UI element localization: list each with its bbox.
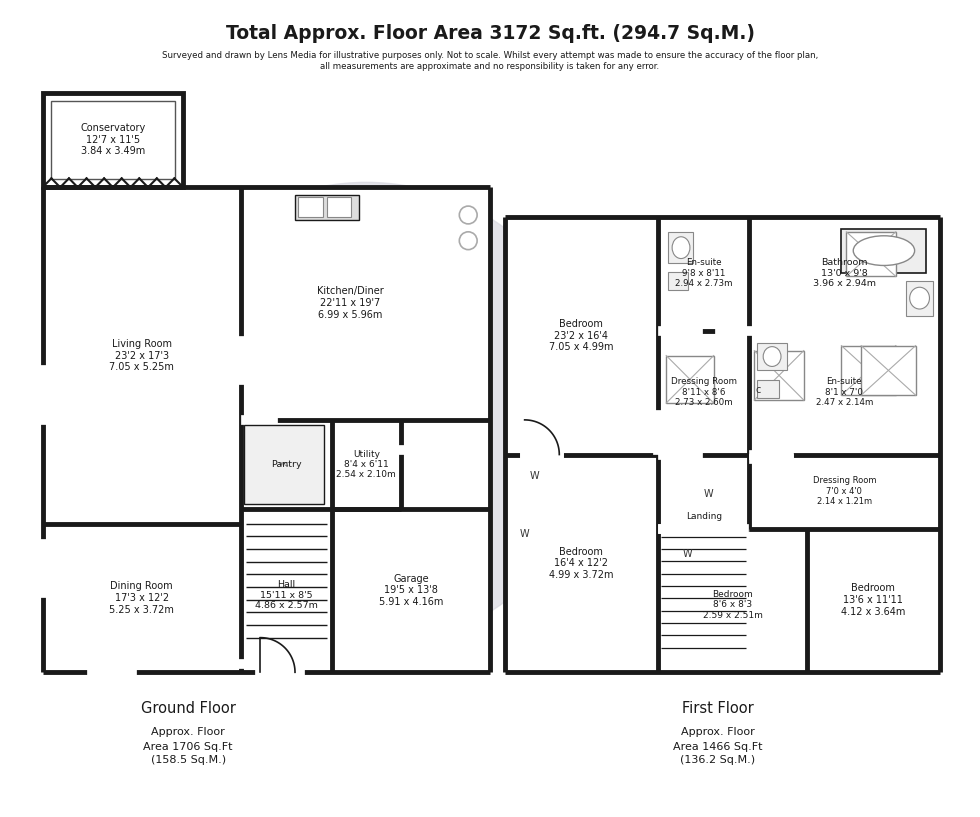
Text: (158.5 Sq.M.): (158.5 Sq.M.): [151, 756, 225, 766]
Text: Total Approx. Floor Area 3172 Sq.ft. (294.7 Sq.M.): Total Approx. Floor Area 3172 Sq.ft. (29…: [225, 25, 755, 43]
Bar: [295, 195, 360, 220]
Text: Dining Room
17'3 x 12'2
5.25 x 3.72m: Dining Room 17'3 x 12'2 5.25 x 3.72m: [109, 582, 174, 614]
Text: W: W: [704, 489, 713, 499]
Text: W: W: [530, 471, 539, 481]
Text: Pantry: Pantry: [270, 460, 302, 469]
Text: En-suite
9'8 x 8'11
2.94 x 2.73m: En-suite 9'8 x 8'11 2.94 x 2.73m: [675, 258, 732, 288]
Text: A: A: [292, 346, 411, 494]
Text: Approx. Floor: Approx. Floor: [151, 726, 225, 737]
Text: Dressing Room
8'11 x 8'6
2.73 x 2.60m: Dressing Room 8'11 x 8'6 2.73 x 2.60m: [670, 377, 737, 407]
Circle shape: [133, 182, 599, 648]
Ellipse shape: [763, 346, 781, 367]
Bar: [326, 197, 352, 217]
Ellipse shape: [854, 236, 914, 266]
Text: WC: WC: [278, 462, 289, 467]
Text: Conservatory
12'7 x 11'5
3.84 x 3.49m: Conservatory 12'7 x 11'5 3.84 x 3.49m: [80, 123, 145, 156]
Text: all measurements are approximate and no responsibility is taken for any error.: all measurements are approximate and no …: [320, 62, 660, 71]
Text: First Floor: First Floor: [682, 702, 754, 717]
Bar: [847, 232, 896, 276]
Text: Garage
19'5 x 13'8
5.91 x 4.16m: Garage 19'5 x 13'8 5.91 x 4.16m: [378, 574, 443, 607]
Bar: [42, 187, 240, 672]
Ellipse shape: [672, 237, 690, 258]
Bar: [666, 355, 713, 403]
Bar: [842, 346, 896, 395]
Ellipse shape: [909, 288, 929, 309]
Bar: [906, 281, 933, 316]
Bar: [861, 346, 915, 395]
Text: Area 1706 Sq.Ft: Area 1706 Sq.Ft: [143, 742, 233, 752]
Text: Living Room
23'2 x 17'3
7.05 x 5.25m: Living Room 23'2 x 17'3 7.05 x 5.25m: [109, 339, 174, 373]
Bar: [244, 425, 323, 504]
Text: Surveyed and drawn by Lens Media for illustrative purposes only. Not to scale. W: Surveyed and drawn by Lens Media for ill…: [162, 51, 818, 60]
Bar: [758, 380, 779, 398]
Bar: [51, 101, 175, 180]
Text: Bedroom
23'2 x 16'4
7.05 x 4.99m: Bedroom 23'2 x 16'4 7.05 x 4.99m: [549, 319, 613, 352]
Text: Bedroom
13'6 x 11'11
4.12 x 3.64m: Bedroom 13'6 x 11'11 4.12 x 3.64m: [841, 583, 906, 617]
Bar: [755, 350, 804, 400]
Bar: [240, 187, 490, 672]
Text: Area 1466 Sq.Ft: Area 1466 Sq.Ft: [673, 742, 762, 752]
Text: Landing: Landing: [686, 512, 722, 521]
Text: Ground Floor: Ground Floor: [141, 702, 235, 717]
Bar: [842, 229, 925, 274]
Text: W: W: [683, 548, 693, 559]
Text: Kitchen/Diner
22'11 x 19'7
6.99 x 5.96m: Kitchen/Diner 22'11 x 19'7 6.99 x 5.96m: [318, 287, 384, 319]
Text: Bedroom
8'6 x 8'3
2.59 x 2.51m: Bedroom 8'6 x 8'3 2.59 x 2.51m: [703, 590, 762, 620]
Bar: [42, 93, 183, 187]
Bar: [42, 93, 183, 187]
Text: W: W: [519, 529, 529, 538]
Bar: [758, 342, 787, 370]
Text: Bedroom
16'4 x 12'2
4.99 x 3.72m: Bedroom 16'4 x 12'2 4.99 x 3.72m: [549, 547, 613, 580]
Bar: [668, 232, 693, 264]
Text: Approx. Floor: Approx. Floor: [681, 726, 755, 737]
Text: Dressing Room
7'0 x 4'0
2.14 x 1.21m: Dressing Room 7'0 x 4'0 2.14 x 1.21m: [812, 476, 876, 506]
Text: (136.2 Sq.M.): (136.2 Sq.M.): [680, 756, 756, 766]
Bar: [298, 197, 322, 217]
Bar: [668, 272, 688, 290]
Bar: [505, 217, 941, 672]
Text: c: c: [756, 385, 760, 395]
Text: Utility
8'4 x 6'11
2.54 x 2.10m: Utility 8'4 x 6'11 2.54 x 2.10m: [336, 449, 396, 480]
Text: Bathroom
13'0 x 9'8
3.96 x 2.94m: Bathroom 13'0 x 9'8 3.96 x 2.94m: [812, 258, 876, 288]
Text: En-suite
8'1 x 7'0
2.47 x 2.14m: En-suite 8'1 x 7'0 2.47 x 2.14m: [815, 377, 873, 407]
Text: Hall
15'11 x 8'5
4.86 x 2.57m: Hall 15'11 x 8'5 4.86 x 2.57m: [255, 580, 318, 610]
